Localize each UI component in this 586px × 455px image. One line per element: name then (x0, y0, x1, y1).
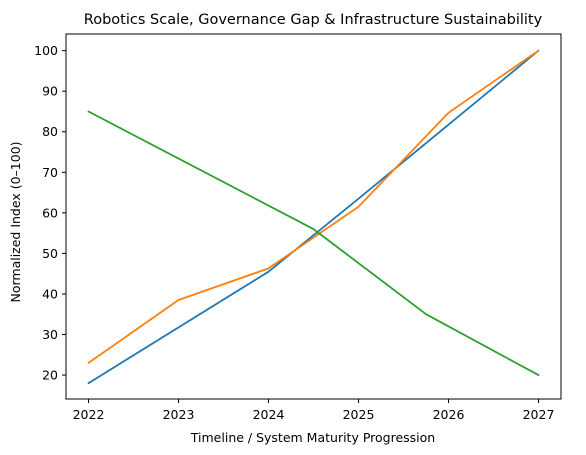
y-tick-label: 30 (42, 327, 58, 342)
series-line-2 (87, 49, 540, 364)
x-tick-label: 2023 (163, 407, 195, 422)
chart-title: Robotics Scale, Governance Gap & Infrast… (84, 12, 543, 28)
x-axis-label: Timeline / System Maturity Progression (190, 430, 435, 445)
ticks-layer: 2022 2023 2024 2025 2026 2027 20 30 40 50 60 70 80 90… (34, 43, 554, 422)
y-axis-label: Normalized Index (0–100) (8, 141, 23, 302)
y-tick-label: 70 (42, 165, 58, 180)
y-tick-label: 50 (42, 246, 58, 261)
x-tick-label: 2024 (253, 407, 285, 422)
x-tick-label: 2027 (523, 407, 555, 422)
y-tick-label: 100 (34, 43, 58, 58)
series-line-1 (87, 49, 540, 385)
plot-frame (65, 33, 562, 400)
x-tick-label: 2025 (343, 407, 375, 422)
series-layer (87, 49, 540, 385)
y-tick-label: 40 (42, 286, 58, 301)
x-tick-label: 2026 (433, 407, 465, 422)
y-tick-label: 80 (42, 124, 58, 139)
y-tick-label: 60 (42, 205, 58, 220)
series-line-3 (87, 110, 540, 377)
y-tick-label: 90 (42, 84, 58, 99)
y-tick-label: 20 (42, 368, 58, 383)
x-tick-label: 2022 (73, 407, 105, 422)
